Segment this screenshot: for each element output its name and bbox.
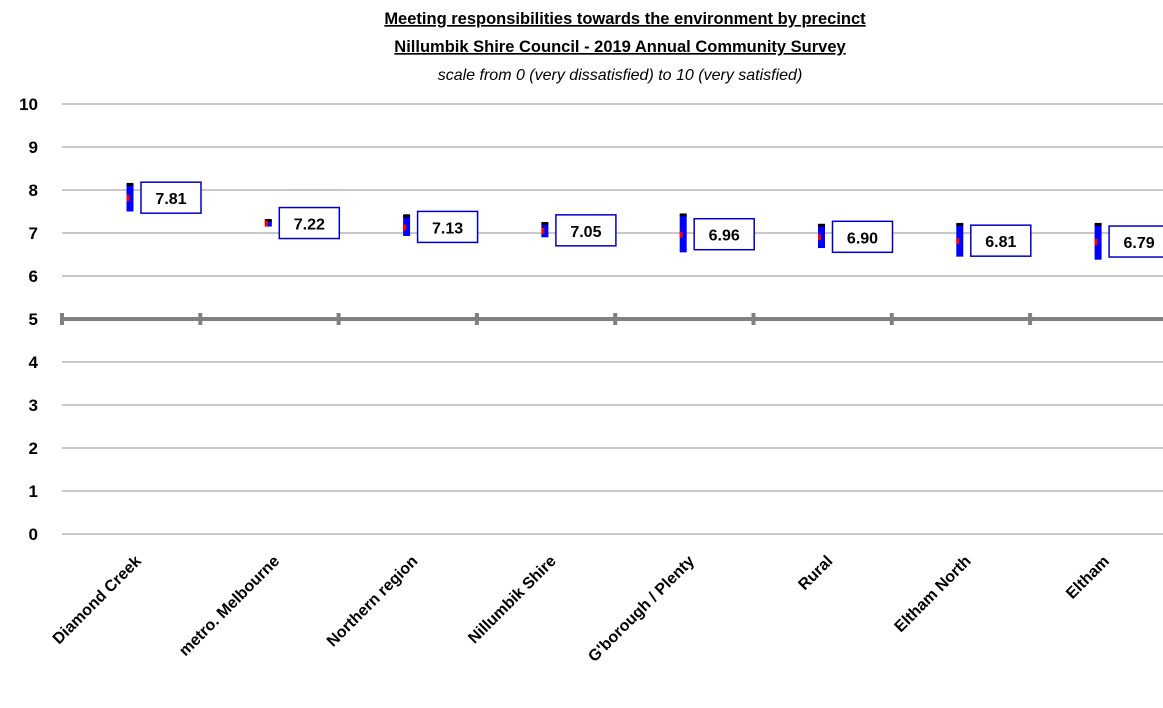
interval-bar bbox=[1094, 224, 1102, 260]
data-label: 7.05 bbox=[555, 214, 617, 247]
data-label: 6.79 bbox=[1108, 225, 1163, 258]
data-label-box bbox=[416, 210, 479, 244]
chart-subtitle: scale from 0 (very dissatisfied) to 10 (… bbox=[438, 67, 803, 84]
data-label-text: 6.81 bbox=[985, 234, 1016, 251]
x-tick-label: G'borough / Plenty bbox=[585, 553, 698, 666]
y-tick-label: 4 bbox=[29, 353, 39, 372]
y-tick-label: 10 bbox=[19, 95, 38, 114]
data-label: 7.22 bbox=[278, 206, 341, 240]
data-label-text: 7.22 bbox=[294, 217, 325, 234]
data-label-box bbox=[278, 206, 341, 240]
interval-bar bbox=[264, 220, 272, 227]
y-tick-label: 1 bbox=[29, 482, 38, 501]
interval-cap bbox=[541, 222, 549, 226]
interval-bar bbox=[126, 184, 134, 212]
mean-marker bbox=[126, 195, 130, 202]
y-tick-label: 7 bbox=[29, 224, 38, 243]
y-tick-label: 0 bbox=[29, 525, 38, 544]
interval-bar bbox=[403, 215, 411, 237]
mean-marker bbox=[956, 238, 960, 245]
data-label-box bbox=[970, 224, 1032, 257]
mean-marker bbox=[541, 227, 545, 234]
data-labels: 7.81 7.22 7.13 7.05 6.96 6.90 6.81 6.79 bbox=[140, 181, 1163, 258]
data-label-text: 6.96 bbox=[709, 228, 740, 245]
x-tick-label: Rural bbox=[795, 553, 836, 594]
data-label-text: 7.05 bbox=[570, 224, 601, 241]
interval-cap bbox=[126, 182, 134, 186]
interval-bar bbox=[818, 225, 825, 249]
interval-cap bbox=[956, 222, 964, 226]
chart-title-2: Nillumbik Shire Council - 2019 Annual Co… bbox=[394, 38, 846, 56]
y-tick-label: 2 bbox=[29, 439, 38, 458]
interval-cap bbox=[264, 219, 272, 223]
y-tick-label: 6 bbox=[29, 267, 38, 286]
data-label-text: 7.81 bbox=[155, 191, 186, 208]
mean-marker bbox=[679, 231, 683, 238]
x-tick-label: Eltham bbox=[1063, 553, 1113, 603]
interval-bar bbox=[679, 214, 687, 253]
data-label-text: 7.13 bbox=[432, 220, 463, 237]
interval-bar bbox=[956, 224, 964, 257]
reference-line bbox=[60, 313, 1163, 325]
x-axis-ticks: Diamond Creek metro. Melbourne Northern re… bbox=[50, 553, 1113, 666]
data-label-box bbox=[1108, 225, 1163, 258]
y-tick-label: 8 bbox=[29, 181, 38, 200]
data-label: 7.81 bbox=[140, 181, 202, 214]
chart-title: Meeting responsibilities towards the env… bbox=[384, 10, 866, 28]
interval-cap bbox=[679, 213, 687, 217]
x-tick-label: Eltham North bbox=[892, 553, 975, 636]
x-tick-label: Nillumbik Shire bbox=[465, 553, 559, 647]
data-label-text: 6.90 bbox=[847, 230, 878, 247]
x-tick-label: Diamond Creek bbox=[50, 553, 145, 648]
data-label: 6.96 bbox=[693, 217, 755, 251]
data-label: 7.13 bbox=[416, 210, 479, 244]
data-label-box bbox=[693, 217, 755, 251]
interval-cap bbox=[1094, 222, 1102, 226]
data-marks bbox=[126, 182, 1102, 260]
y-axis-ticks: 0 1 2 3 4 5 6 7 8 9 10 bbox=[19, 95, 38, 544]
data-label-box bbox=[555, 214, 617, 247]
interval-bar bbox=[541, 223, 549, 238]
x-tick-label: Northern region bbox=[324, 553, 422, 651]
data-label: 6.90 bbox=[831, 220, 894, 254]
interval-cap bbox=[403, 214, 411, 218]
mean-marker bbox=[264, 220, 268, 227]
y-tick-label: 5 bbox=[29, 310, 38, 329]
y-tick-label: 3 bbox=[29, 396, 38, 415]
mean-marker bbox=[1094, 239, 1098, 246]
data-label: 6.81 bbox=[970, 224, 1032, 257]
mean-marker bbox=[818, 234, 821, 241]
data-label-box bbox=[831, 220, 894, 254]
data-label-box bbox=[140, 181, 202, 214]
gridlines bbox=[62, 103, 1163, 535]
x-tick-label: metro. Melbourne bbox=[176, 553, 283, 660]
data-label-text: 6.79 bbox=[1124, 235, 1155, 252]
y-tick-label: 9 bbox=[29, 138, 38, 157]
interval-cap bbox=[818, 223, 825, 227]
mean-marker bbox=[403, 224, 407, 231]
